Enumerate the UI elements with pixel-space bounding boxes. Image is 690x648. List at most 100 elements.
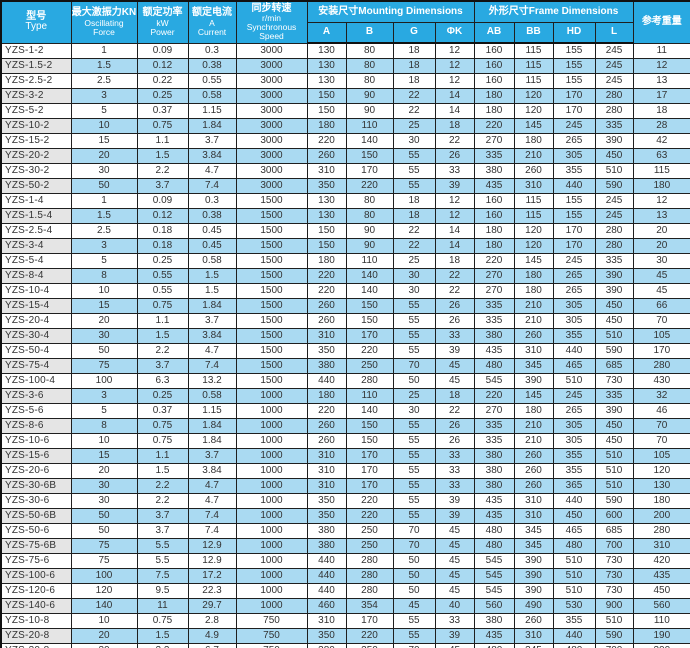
value-cell: 22.3 — [187, 583, 237, 599]
value-cell: 305 — [552, 433, 596, 449]
value-cell: 55 — [392, 628, 436, 644]
value-cell: 450 — [632, 583, 690, 599]
value-cell: 1500 — [235, 223, 308, 239]
value-cell: 1.5 — [187, 268, 237, 284]
table-row: YZS-2.5-4 2.5 0.18 0.45 1500 150 90 22 14 180 120 1… — [0, 223, 690, 239]
value-cell: 450 — [594, 313, 634, 329]
value-cell: 22 — [392, 103, 436, 119]
value-cell: 730 — [594, 583, 634, 599]
value-cell: 180 — [513, 268, 554, 284]
value-cell: 310 — [513, 508, 554, 524]
value-cell: 160 — [473, 42, 515, 59]
value-cell: 18 — [392, 73, 436, 89]
value-cell: 345 — [513, 538, 554, 554]
value-cell: 1 — [70, 42, 138, 59]
table-row: YZS-100-4 100 6.3 13.2 1500 440 280 50 45 545 390 5… — [0, 373, 690, 389]
value-cell: 30 — [392, 133, 436, 149]
value-cell: 245 — [552, 118, 596, 134]
power-header-en: Power — [150, 26, 175, 37]
value-cell: 155 — [552, 42, 596, 59]
speed-header-zh: 同步转速 — [251, 2, 292, 14]
value-cell: 17.2 — [187, 568, 237, 584]
value-cell: 260 — [513, 463, 554, 479]
value-cell: 350 — [306, 508, 347, 524]
value-cell: 1000 — [235, 448, 308, 464]
value-cell: 260 — [306, 313, 347, 329]
value-cell: 305 — [552, 298, 596, 314]
value-cell: 5 — [70, 403, 138, 419]
table-row: YZS-1-2 1 0.09 0.3 3000 130 80 18 12 160 115 155 245… — [0, 42, 690, 59]
model-cell: YZS-15-6 — [0, 448, 72, 464]
table-row: YZS-5-6 5 0.37 1.15 1000 220 140 30 22 270 180 265 3… — [0, 403, 690, 419]
value-cell: 39 — [434, 343, 475, 359]
value-cell: 12 — [434, 58, 475, 74]
value-cell: 380 — [473, 478, 515, 494]
value-cell: 2.2 — [136, 493, 189, 509]
value-cell: 0.58 — [187, 388, 237, 404]
value-cell: 300 — [632, 643, 690, 648]
value-cell: 280 — [632, 358, 690, 374]
value-cell: 245 — [552, 388, 596, 404]
value-cell: 145 — [513, 253, 554, 269]
value-cell: 0.3 — [187, 193, 237, 209]
col-header-type: 型号 Type — [0, 0, 72, 44]
value-cell: 13.2 — [187, 373, 237, 389]
value-cell: 220 — [345, 493, 394, 509]
value-cell: 510 — [552, 583, 596, 599]
value-cell: 210 — [513, 418, 554, 434]
table-row: YZS-50-2 50 3.7 7.4 3000 350 220 55 39 435 310 440 5… — [0, 178, 690, 194]
value-cell: 5.5 — [136, 553, 189, 569]
value-cell: 115 — [513, 193, 554, 209]
value-cell: 70 — [632, 418, 690, 434]
value-cell: 45 — [434, 553, 475, 569]
table-row: YZS-30-6B 30 2.2 4.7 1000 310 170 55 33 380 260 365… — [0, 478, 690, 494]
model-cell: YZS-140-6 — [0, 598, 72, 614]
table-row: YZS-50-4 50 2.2 4.7 1500 350 220 55 39 435 310 440 5… — [0, 343, 690, 359]
table-row: YZS-10-4 10 0.55 1.5 1500 220 140 30 22 270 180 265… — [0, 283, 690, 299]
value-cell: 50 — [392, 568, 436, 584]
value-cell: 480 — [552, 643, 596, 648]
value-cell: 280 — [594, 238, 634, 254]
value-cell: 9.5 — [136, 583, 189, 599]
sub-header-bb: BB — [513, 21, 554, 44]
value-cell: 3000 — [235, 118, 308, 134]
value-cell: 260 — [306, 298, 347, 314]
value-cell: 380 — [306, 643, 347, 648]
value-cell: 0.75 — [136, 118, 189, 134]
value-cell: 115 — [513, 73, 554, 89]
value-cell: 75 — [70, 358, 138, 374]
value-cell: 1000 — [235, 433, 308, 449]
value-cell: 115 — [632, 163, 690, 179]
value-cell: 260 — [513, 448, 554, 464]
value-cell: 450 — [594, 418, 634, 434]
value-cell: 590 — [594, 343, 634, 359]
value-cell: 18 — [434, 388, 475, 404]
value-cell: 55 — [392, 418, 436, 434]
value-cell: 1.5 — [136, 328, 189, 344]
value-cell: 45 — [434, 373, 475, 389]
value-cell: 110 — [632, 613, 690, 629]
model-cell: YZS-1.5-2 — [0, 58, 72, 74]
value-cell: 70 — [392, 538, 436, 554]
value-cell: 22 — [392, 223, 436, 239]
value-cell: 345 — [513, 358, 554, 374]
value-cell: 430 — [632, 373, 690, 389]
value-cell: 50 — [392, 373, 436, 389]
sub-header-ab: AB — [473, 21, 515, 44]
value-cell: 90 — [345, 238, 394, 254]
value-cell: 160 — [473, 208, 515, 224]
value-cell: 32 — [632, 388, 690, 404]
table-row: YZS-2.5-2 2.5 0.22 0.55 3000 130 80 18 12 160 115 1… — [0, 73, 690, 89]
value-cell: 22 — [392, 88, 436, 104]
value-cell: 380 — [306, 358, 347, 374]
value-cell: 4.7 — [187, 163, 237, 179]
value-cell: 145 — [513, 388, 554, 404]
value-cell: 280 — [345, 373, 394, 389]
value-cell: 3.7 — [136, 358, 189, 374]
table-row: YZS-8-4 8 0.55 1.5 1500 220 140 30 22 270 180 265 39… — [0, 268, 690, 284]
value-cell: 39 — [434, 508, 475, 524]
speed-header-unit: r/min — [262, 13, 281, 24]
value-cell: 3.7 — [136, 178, 189, 194]
value-cell: 0.45 — [187, 238, 237, 254]
value-cell: 380 — [306, 523, 347, 539]
